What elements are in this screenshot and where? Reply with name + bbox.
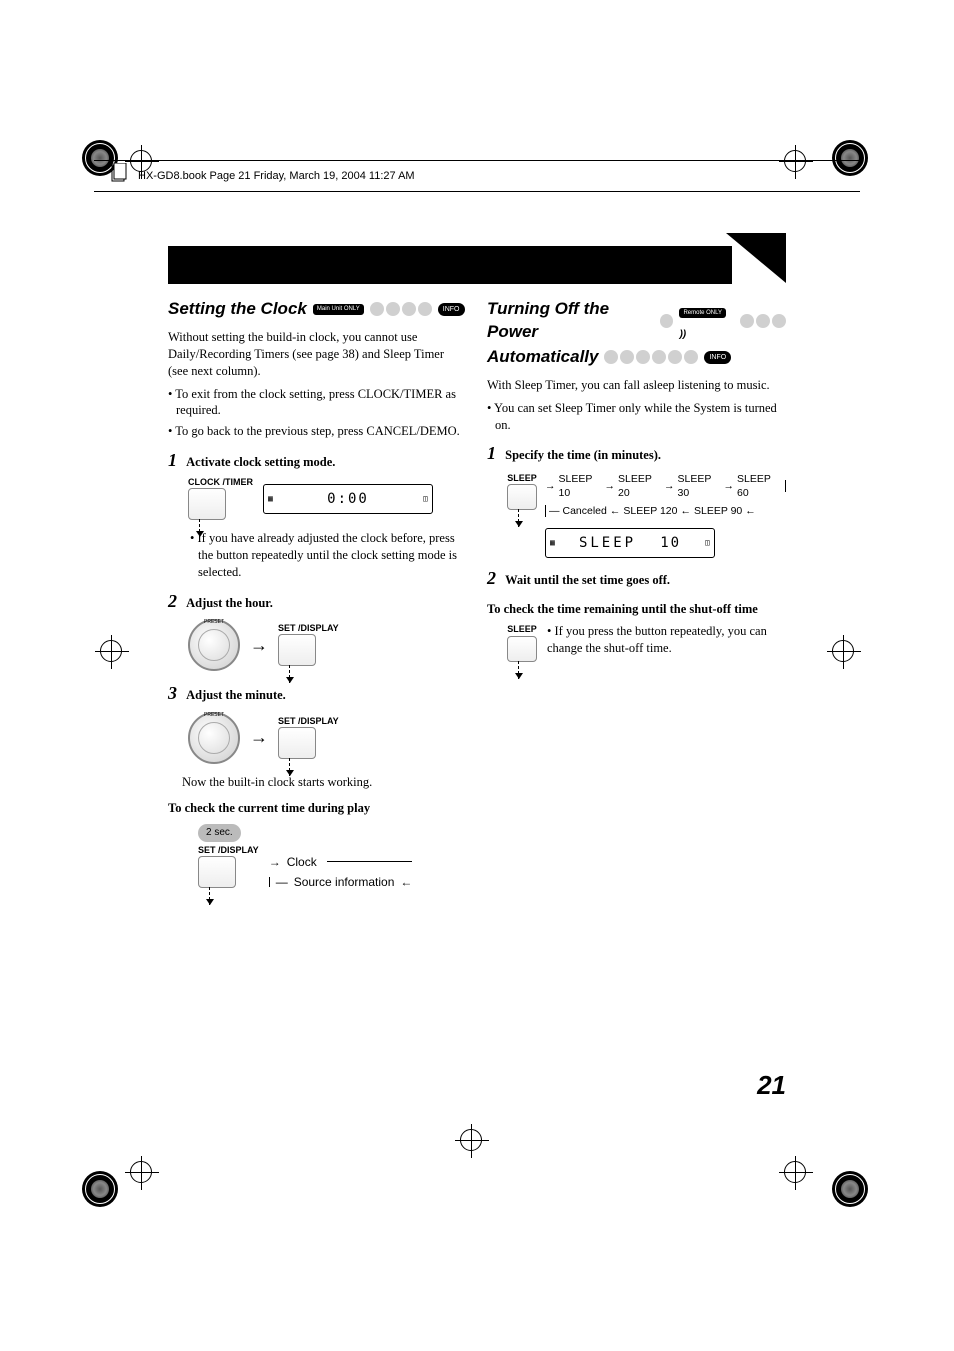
sleep-opt: SLEEP 60 bbox=[737, 472, 780, 500]
crop-mark-bl bbox=[82, 1171, 122, 1211]
dots-decoration bbox=[370, 302, 432, 316]
after-step3: Now the built-in clock starts working. bbox=[182, 774, 467, 791]
crop-reg-right bbox=[832, 640, 854, 662]
bullet-back: • To go back to the previous step, press… bbox=[168, 423, 467, 440]
check-note: • If you press the button repeatedly, yo… bbox=[547, 623, 786, 657]
header-icon bbox=[110, 163, 128, 190]
left-column: Setting the Clock Main Unit ONLY INFO Wi… bbox=[168, 298, 467, 890]
badge-info: INFO bbox=[438, 303, 465, 316]
set-display-button-icon bbox=[278, 634, 316, 666]
badge-remote: Remote ONLY bbox=[679, 308, 726, 318]
set-display-label: SET /DISPLAY bbox=[278, 624, 339, 634]
step-num: 2 bbox=[487, 568, 496, 588]
check-remaining-diagram: SLEEP • If you press the button repeated… bbox=[507, 623, 786, 663]
sleep-button-label: SLEEP bbox=[507, 472, 537, 484]
title-text: Setting the Clock bbox=[168, 298, 307, 321]
step-3: 3 Adjust the minute. bbox=[168, 681, 467, 705]
sleep-opt: SLEEP 10 bbox=[559, 472, 602, 500]
step-text: Adjust the minute. bbox=[186, 688, 286, 702]
step-text: Wait until the set time goes off. bbox=[505, 573, 670, 587]
set-display-label: SET /DISPLAY bbox=[278, 717, 339, 727]
bullet-sleep: • You can set Sleep Timer only while the… bbox=[487, 400, 786, 434]
badge-info: INFO bbox=[704, 351, 731, 364]
crop-reg-br bbox=[784, 1161, 824, 1201]
step-num: 1 bbox=[487, 443, 496, 463]
check-remaining-title: To check the time remaining until the sh… bbox=[487, 601, 786, 618]
step-text: Adjust the hour. bbox=[186, 596, 273, 610]
step-2: 2 Wait until the set time goes off. bbox=[487, 566, 786, 590]
step-1: 1 Activate clock setting mode. bbox=[168, 448, 467, 472]
preset-knob-icon: PRESET bbox=[188, 619, 240, 671]
flow-source: Source information bbox=[294, 874, 395, 890]
flow-clock: Clock bbox=[287, 854, 317, 870]
right-column: Turning Off the Power Remote ONLY )) Aut… bbox=[487, 298, 786, 890]
set-display-button-icon bbox=[198, 856, 236, 888]
step-text: Activate clock setting mode. bbox=[186, 455, 335, 469]
display-sleep-num: 10 bbox=[660, 534, 681, 553]
section-title-power-1: Turning Off the Power Remote ONLY )) bbox=[487, 298, 786, 344]
clock-timer-button-icon bbox=[188, 488, 226, 520]
section-title-clock: Setting the Clock Main Unit ONLY INFO bbox=[168, 298, 467, 321]
diagram-step1: CLOCK /TIMER ▦ 0:00 ◫ bbox=[188, 478, 467, 520]
crop-reg-bottom bbox=[460, 1129, 482, 1151]
page-number: 21 bbox=[757, 1070, 786, 1101]
step-2: 2 Adjust the hour. bbox=[168, 589, 467, 613]
step-text: Specify the time (in minutes). bbox=[505, 448, 661, 462]
set-display-button-icon bbox=[278, 727, 316, 759]
set-display-label: SET /DISPLAY bbox=[198, 846, 259, 856]
badge-main-unit: Main Unit ONLY bbox=[313, 304, 364, 315]
header-text: HX-GD8.book Page 21 Friday, March 19, 20… bbox=[138, 170, 415, 182]
preset-knob-icon: PRESET bbox=[188, 712, 240, 764]
check-time-diagram: 2 sec. SET /DISPLAY →Clock —Source infor… bbox=[198, 823, 467, 890]
display-panel: ▦ 0:00 ◫ bbox=[263, 484, 433, 514]
sleep-opt: SLEEP 120 bbox=[623, 504, 677, 518]
step-1: 1 Specify the time (in minutes). bbox=[487, 441, 786, 465]
check-time-title: To check the current time during play bbox=[168, 800, 467, 817]
intro-para: Without setting the build-in clock, you … bbox=[168, 329, 467, 380]
intro-para: With Sleep Timer, you can fall asleep li… bbox=[487, 377, 786, 394]
crop-reg-bl bbox=[130, 1161, 170, 1201]
clock-timer-label: CLOCK /TIMER bbox=[188, 478, 253, 488]
title-text: Automatically bbox=[487, 346, 598, 369]
step-num: 1 bbox=[168, 450, 177, 470]
bullet-exit: • To exit from the clock setting, press … bbox=[168, 386, 467, 420]
sleep-canceled: Canceled bbox=[563, 504, 607, 518]
step-num: 2 bbox=[168, 591, 177, 611]
sleep-opt: SLEEP 90 bbox=[694, 504, 742, 518]
crop-mark-br bbox=[832, 1171, 872, 1211]
sleep-button-icon bbox=[507, 484, 537, 510]
sleep-diagram: SLEEP → SLEEP 10→ SLEEP 20→ SLEEP 30→ SL… bbox=[507, 472, 786, 559]
crop-reg-left bbox=[100, 640, 122, 662]
sleep-button-icon bbox=[507, 636, 537, 662]
diagram-step3: PRESET → SET /DISPLAY bbox=[188, 712, 467, 764]
title-text: Turning Off the Power bbox=[487, 298, 654, 344]
display-sleep-text: SLEEP bbox=[579, 534, 636, 553]
sleep-opt: SLEEP 30 bbox=[678, 472, 721, 500]
diagram-step2: PRESET → SET /DISPLAY bbox=[188, 619, 467, 671]
display-digits: 0:00 bbox=[327, 490, 369, 509]
sleep-display: ▦ SLEEP 10 ◫ bbox=[545, 528, 715, 558]
step-num: 3 bbox=[168, 683, 177, 703]
page-header: HX-GD8.book Page 21 Friday, March 19, 20… bbox=[94, 160, 860, 192]
corner-triangle bbox=[726, 233, 786, 283]
section-title-power-2: Automatically INFO bbox=[487, 346, 786, 369]
step1-note: • If you have already adjusted the clock… bbox=[190, 530, 467, 581]
pill-2sec: 2 sec. bbox=[198, 824, 241, 842]
sleep-opt: SLEEP 20 bbox=[618, 472, 661, 500]
black-band bbox=[168, 246, 732, 284]
sleep-button-label: SLEEP bbox=[507, 623, 537, 635]
